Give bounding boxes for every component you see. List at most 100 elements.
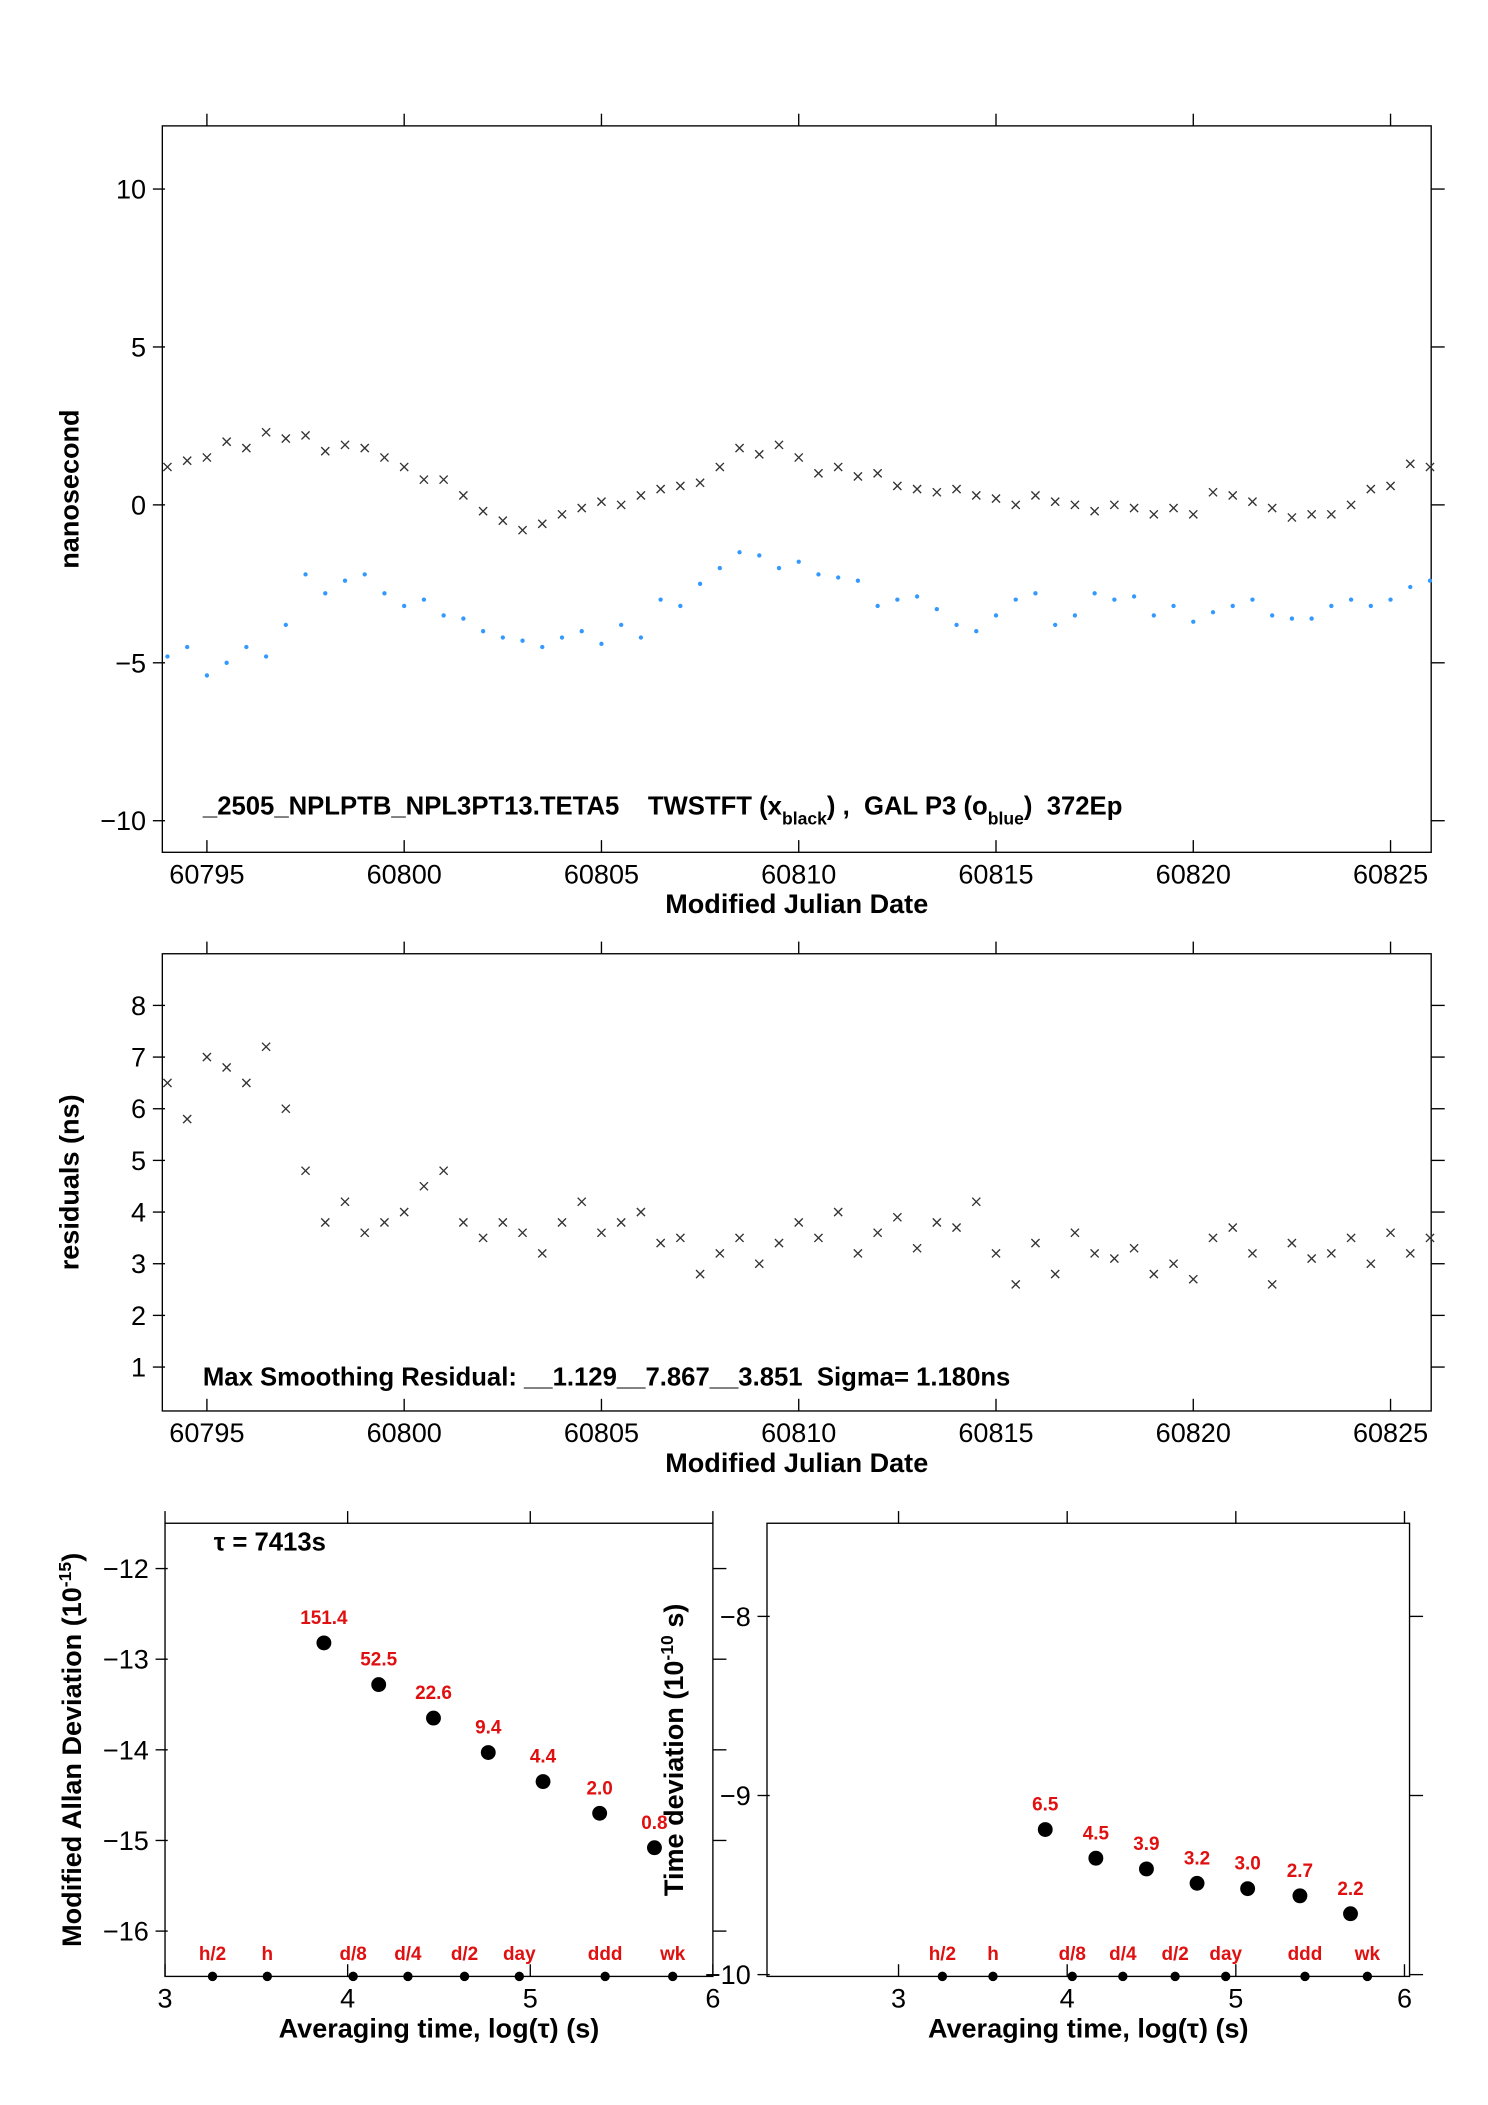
point-label: 9.4 bbox=[475, 1718, 502, 1739]
point bbox=[1050, 1269, 1060, 1279]
point bbox=[1072, 613, 1078, 618]
point bbox=[895, 597, 900, 602]
point bbox=[1112, 597, 1117, 602]
y-tick-label: −8 bbox=[720, 1602, 751, 1632]
point-label: 3.2 bbox=[1184, 1848, 1210, 1869]
interval-marker bbox=[514, 1971, 525, 1982]
point bbox=[222, 437, 232, 447]
point bbox=[1208, 487, 1218, 497]
text-part: ) , GAL P3 (o bbox=[827, 792, 988, 820]
point bbox=[1386, 1228, 1396, 1238]
point bbox=[461, 616, 466, 621]
y-tick-label: −12 bbox=[103, 1554, 149, 1584]
interval-marker bbox=[459, 1971, 470, 1982]
point bbox=[1408, 584, 1413, 590]
y-tick-label: −5 bbox=[115, 648, 146, 678]
point bbox=[320, 1217, 330, 1227]
point bbox=[458, 490, 468, 500]
text-part: ) 372Ep bbox=[1024, 792, 1123, 820]
point bbox=[419, 475, 429, 485]
y-tick-label: 5 bbox=[131, 1146, 146, 1176]
point bbox=[439, 1166, 449, 1176]
x-tick-label: 60820 bbox=[1156, 1418, 1231, 1448]
point bbox=[914, 594, 920, 599]
point bbox=[559, 635, 565, 640]
interval-marker bbox=[207, 1971, 218, 1982]
point bbox=[599, 641, 604, 647]
point bbox=[537, 1248, 547, 1258]
point bbox=[1169, 503, 1179, 513]
text-part: residuals (ns) bbox=[54, 1094, 84, 1270]
point bbox=[1250, 597, 1255, 602]
point bbox=[1088, 1850, 1104, 1866]
point-label: 22.6 bbox=[415, 1683, 452, 1704]
point bbox=[658, 597, 663, 602]
annotation: τ = 7413s bbox=[214, 1528, 326, 1556]
point bbox=[875, 603, 880, 609]
x-tick-label: 4 bbox=[340, 1984, 355, 2014]
point bbox=[371, 1677, 387, 1693]
interval-label: d/2 bbox=[451, 1944, 478, 1965]
point bbox=[794, 1217, 804, 1227]
point bbox=[796, 559, 801, 564]
x-tick-label: 60810 bbox=[761, 859, 836, 889]
point bbox=[1343, 1906, 1358, 1922]
point bbox=[263, 654, 269, 659]
point-label: 151.4 bbox=[300, 1608, 348, 1629]
interval-label: d/4 bbox=[1109, 1944, 1137, 1965]
y-tick-label: 7 bbox=[131, 1043, 146, 1073]
x-tick-label: 60805 bbox=[564, 1418, 639, 1448]
text-part: nanosecond bbox=[54, 409, 84, 568]
y-tick-label: 1 bbox=[131, 1353, 146, 1383]
interval-label: day bbox=[503, 1944, 536, 1965]
interval-label: d/8 bbox=[1059, 1944, 1086, 1965]
y-tick-label: −15 bbox=[103, 1826, 149, 1856]
point bbox=[1109, 500, 1119, 510]
x-tick-label: 3 bbox=[891, 1984, 906, 2014]
y-tick-label: −10 bbox=[100, 806, 146, 836]
point bbox=[261, 1042, 271, 1052]
point bbox=[1366, 484, 1376, 494]
interval-marker bbox=[1362, 1971, 1373, 1982]
y-tick-label: 3 bbox=[131, 1249, 146, 1279]
point bbox=[636, 1207, 646, 1217]
point bbox=[281, 1104, 291, 1114]
y-tick-label: 4 bbox=[131, 1198, 146, 1228]
point bbox=[478, 506, 488, 516]
point bbox=[952, 484, 962, 494]
point-label: 4.4 bbox=[530, 1747, 557, 1768]
point bbox=[1050, 497, 1060, 507]
point bbox=[1309, 616, 1314, 621]
point bbox=[717, 565, 722, 571]
point bbox=[1329, 603, 1334, 609]
point bbox=[1346, 500, 1356, 510]
point bbox=[1287, 1238, 1297, 1248]
point bbox=[419, 1181, 429, 1191]
point bbox=[1386, 481, 1396, 491]
point bbox=[616, 500, 626, 510]
y-axis-label: residuals (ns) bbox=[54, 1094, 84, 1270]
text-part: -10 bbox=[657, 1635, 677, 1661]
point bbox=[833, 462, 843, 472]
point-label: 52.5 bbox=[360, 1650, 397, 1671]
point bbox=[185, 644, 190, 650]
point bbox=[399, 462, 409, 472]
plot-frame bbox=[161, 125, 1432, 853]
interval-label: day bbox=[1209, 1944, 1242, 1965]
point bbox=[735, 443, 745, 453]
point bbox=[1307, 1254, 1317, 1264]
point bbox=[182, 1114, 192, 1124]
point bbox=[1189, 1875, 1205, 1891]
x-tick-label: 60815 bbox=[958, 1418, 1033, 1448]
point bbox=[1013, 597, 1018, 602]
x-axis-label: Averaging time, log(τ) (s) bbox=[928, 2013, 1249, 2043]
interval-marker bbox=[988, 1971, 998, 1982]
point bbox=[202, 452, 212, 463]
point bbox=[1131, 594, 1137, 599]
point bbox=[596, 497, 606, 507]
point bbox=[678, 603, 683, 609]
interval-label: ddd bbox=[588, 1944, 623, 1965]
point bbox=[182, 456, 192, 466]
y-tick-label: 8 bbox=[131, 991, 146, 1021]
